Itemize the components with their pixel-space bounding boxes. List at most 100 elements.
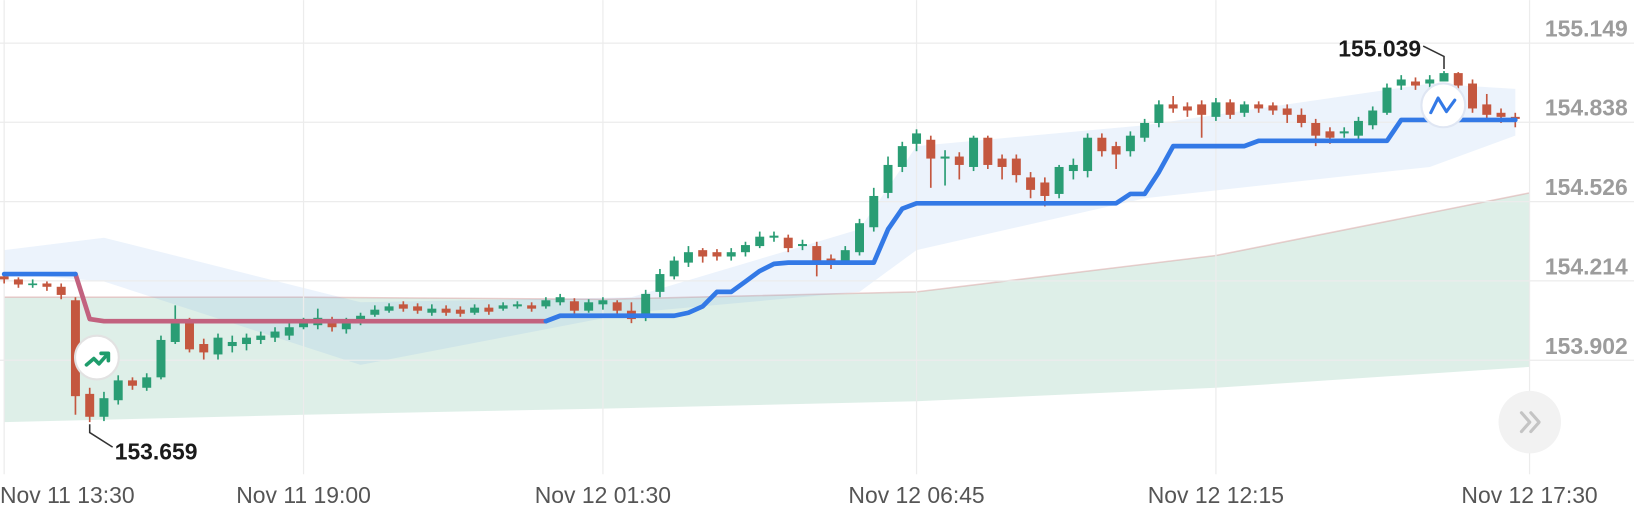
candle-body <box>698 250 708 257</box>
y-tick-label: 154.838 <box>1545 95 1628 121</box>
candle-body <box>1083 137 1093 172</box>
candle-body <box>1026 177 1036 190</box>
candle-body <box>441 308 451 313</box>
candle-body <box>1125 135 1135 152</box>
candle-body <box>1439 73 1449 82</box>
candle-body <box>869 195 879 228</box>
x-tick-label: Nov 11 13:30 <box>0 482 135 508</box>
candle-body <box>740 245 750 253</box>
candle-body <box>384 306 394 311</box>
candle-body <box>455 309 465 314</box>
candle-body <box>1068 164 1078 172</box>
candle-body <box>99 398 109 417</box>
candle-body <box>527 305 537 309</box>
candle-body <box>56 286 66 295</box>
indicator-lines <box>1 117 1518 324</box>
indicator-line <box>1 117 1518 324</box>
candle-body <box>1054 166 1064 194</box>
low-label: 153.659 <box>115 438 198 464</box>
candle-body <box>555 297 565 303</box>
candle-body <box>1097 137 1107 152</box>
candle-body <box>812 246 822 263</box>
candle-body <box>1482 104 1492 115</box>
candle-body <box>712 252 722 257</box>
candle-body <box>1368 110 1378 126</box>
band-area <box>4 83 1516 365</box>
candle-body <box>484 307 494 312</box>
scroll-to-latest-button[interactable] <box>1498 390 1562 454</box>
x-tick-label: Nov 12 12:15 <box>1148 482 1284 508</box>
candle-body <box>1168 104 1178 109</box>
grid <box>0 0 1634 475</box>
y-tick-label: 154.214 <box>1545 253 1628 279</box>
candle-body <box>127 380 137 386</box>
candle-body <box>912 133 922 144</box>
candle-body <box>569 301 579 311</box>
candle-body <box>284 327 294 336</box>
candle-body <box>726 252 736 257</box>
high-label: 155.039 <box>1338 35 1421 61</box>
candle-body <box>498 305 508 309</box>
candle-body <box>1111 146 1121 155</box>
y-tick-label: 153.902 <box>1545 333 1628 359</box>
candle-body <box>1254 104 1264 109</box>
candle-body <box>13 279 23 285</box>
axis-labels: 155.149 154.838 154.526 154.214 153.902 Nov 1… <box>0 16 1628 509</box>
bands <box>4 83 1530 423</box>
candle-body <box>1140 122 1150 138</box>
x-tick-label: Nov 12 17:30 <box>1461 482 1597 508</box>
candle-body <box>185 321 194 350</box>
candle-body <box>1211 102 1221 117</box>
candle-body <box>512 304 522 307</box>
candle-body <box>1268 105 1278 111</box>
candle-body <box>1425 79 1435 84</box>
pattern-signal-badge <box>1420 82 1467 129</box>
candle-body <box>598 300 608 305</box>
candle-body <box>427 308 437 313</box>
candle-body <box>683 252 693 263</box>
candle-body <box>669 260 679 277</box>
candle-body <box>1496 112 1506 117</box>
candle-body <box>1182 106 1192 111</box>
candle-body <box>0 276 9 280</box>
y-tick-label: 154.526 <box>1545 174 1628 200</box>
candle-body <box>997 158 1007 167</box>
candle-body <box>926 139 936 159</box>
candle-body <box>1411 81 1420 86</box>
candle-body <box>541 300 551 307</box>
candle-body <box>1468 83 1477 109</box>
x-tick-label: Nov 12 06:45 <box>848 482 984 508</box>
y-tick-label: 155.149 <box>1545 16 1628 42</box>
candle-body <box>783 237 793 249</box>
candle-body <box>1282 108 1292 115</box>
candle-body <box>299 323 309 328</box>
candle-body <box>327 321 337 328</box>
candle-body <box>227 341 237 347</box>
candle-body <box>42 283 52 287</box>
candle-body <box>413 306 423 311</box>
candle-body <box>769 235 779 238</box>
candle-body <box>883 164 893 193</box>
candle-body <box>256 335 266 340</box>
candle-body <box>1396 79 1406 86</box>
candle-body <box>70 300 80 397</box>
candle-body <box>242 337 251 345</box>
candle-body <box>897 146 907 167</box>
candle-body <box>470 307 480 313</box>
candle-body <box>940 156 950 159</box>
candle-body <box>28 283 38 286</box>
annotations: 155.039 153.659 <box>88 35 1445 464</box>
candle-body <box>341 322 351 330</box>
candle-body <box>170 321 180 342</box>
candle-body <box>113 380 123 401</box>
candle-body <box>1339 131 1349 134</box>
candle-body <box>1154 104 1164 123</box>
candle-body <box>270 331 280 338</box>
candle-body <box>1453 73 1463 86</box>
candle-body <box>655 274 665 292</box>
x-tick-label: Nov 12 01:30 <box>535 482 671 508</box>
candle-body <box>1353 120 1363 136</box>
x-tick-label: Nov 11 19:00 <box>236 482 371 508</box>
